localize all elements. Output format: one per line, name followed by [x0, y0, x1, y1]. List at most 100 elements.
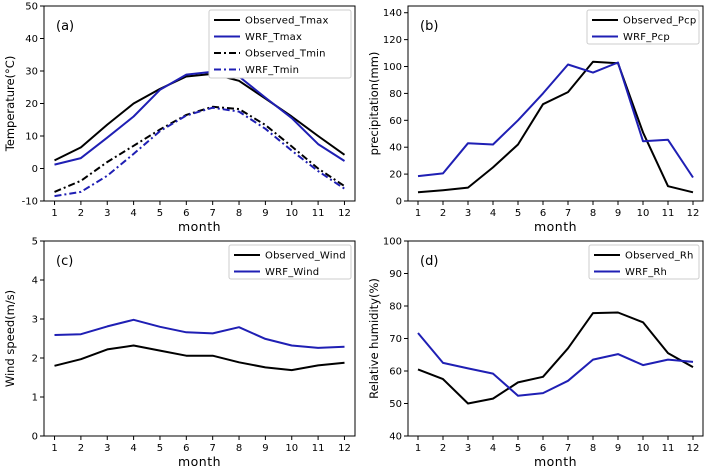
panel-1: 1 2 3 4 5 6 7 8 9 10 11 12-1001020304050monthTemper… [3, 2, 356, 234]
legend-entry: Observed_Wind [265, 251, 346, 262]
x-tick-label: 2 [78, 443, 84, 454]
x-axis-label: month [534, 454, 577, 469]
legend-entry: WRF_Tmax [245, 32, 302, 43]
legend-entry: Observed_Pcp [623, 16, 696, 27]
y-tick-label: 40 [389, 143, 402, 154]
y-tick-label: 40 [25, 34, 38, 45]
legend-entry: WRF_Pcp [623, 32, 670, 43]
legend: Observed_Rh WRF_Rh [588, 244, 700, 280]
y-tick-label: 1 [32, 393, 38, 404]
legend: Observed_Wind WRF_Wind [228, 244, 352, 280]
x-tick-label: 7 [209, 208, 215, 219]
series-line-observed-pcp [417, 60, 694, 194]
y-tick-label: 90 [389, 269, 402, 280]
x-tick-label: 8 [236, 208, 242, 219]
x-tick-label: 11 [662, 443, 675, 454]
x-tick-label: 9 [262, 443, 268, 454]
y-tick-label: 50 [25, 2, 38, 13]
x-tick-label: 4 [130, 208, 136, 219]
x-tick-label: 11 [312, 443, 325, 454]
y-tick-label: 3 [32, 315, 38, 326]
legend-entry: WRF_Rh [625, 267, 667, 278]
y-tick-label: 50 [389, 399, 402, 410]
y-tick-label: 70 [389, 334, 402, 345]
y-tick-label: 4 [32, 276, 38, 287]
panel-label: (c) [56, 254, 73, 269]
x-tick-label: 10 [285, 443, 298, 454]
y-tick-label: 60 [389, 367, 402, 378]
x-tick-label: 2 [440, 443, 446, 454]
series-line-observed-tmax [54, 72, 346, 162]
x-tick-label: 2 [78, 208, 84, 219]
x-tick-label: 7 [209, 443, 215, 454]
x-tick-label: 3 [465, 443, 471, 454]
series-line-wrf-tmin [54, 106, 346, 198]
y-tick-label: 100 [383, 237, 402, 248]
legend-entry: Observed_Tmin [245, 49, 326, 60]
y-tick-label: 10 [25, 132, 38, 143]
y-tick-label: 5 [32, 237, 38, 248]
x-tick-label: 2 [440, 208, 446, 219]
panel-label: (d) [420, 254, 438, 269]
y-tick-label: 20 [389, 170, 402, 181]
x-tick-label: 9 [615, 208, 621, 219]
y-tick-label: 0 [396, 197, 402, 208]
x-axis-label: month [534, 219, 577, 234]
panel-2: 1 2 3 4 5 6 7 8 9 10 11 12020406080100120140monthpr… [367, 5, 704, 234]
legend: Observed_Pcp WRF_Pcp [586, 9, 700, 45]
x-tick-label: 6 [540, 443, 546, 454]
series-line-wrf-wind [54, 318, 345, 349]
x-tick-label: 12 [338, 443, 351, 454]
x-tick-label: 6 [183, 208, 189, 219]
x-tick-label: 4 [490, 208, 496, 219]
x-tick-label: 11 [312, 208, 325, 219]
x-tick-label: 5 [157, 208, 163, 219]
panel-4: 1 2 3 4 5 6 7 8 9 10 11 12405060708090100monthRelat… [367, 237, 704, 469]
legend-entry: Observed_Rh [625, 251, 694, 262]
plot-frame [407, 5, 704, 202]
y-tick-label: 40 [389, 432, 402, 443]
x-tick-label: 10 [637, 443, 650, 454]
series-line-wrf-rh [417, 332, 694, 397]
x-tick-label: 6 [540, 208, 546, 219]
x-axis-label: month [178, 219, 221, 234]
y-tick-label: 140 [383, 8, 402, 19]
x-tick-label: 8 [590, 443, 596, 454]
legend-entry: WRF_Tmin [245, 65, 299, 76]
y-tick-label: 120 [383, 35, 402, 46]
legend: Observed_Tmax WRF_Tmax Observed_Tmin WRF_Tm… [208, 9, 352, 79]
panel-label: (a) [56, 19, 74, 34]
x-tick-label: 5 [515, 443, 521, 454]
x-tick-label: 12 [687, 443, 700, 454]
x-tick-label: 1 [415, 208, 421, 219]
series-line-wrf-pcp [417, 61, 694, 179]
y-tick-label: 80 [389, 302, 402, 313]
y-tick-label: 80 [389, 89, 402, 100]
series-line-wrf-tmax [54, 70, 346, 166]
y-axis-label: Temperature(°C) [3, 56, 17, 153]
legend-entry: WRF_Wind [265, 267, 319, 278]
x-tick-label: 3 [465, 208, 471, 219]
legend-entry: Observed_Tmax [245, 16, 329, 27]
y-tick-label: 0 [32, 164, 38, 175]
x-tick-label: 7 [565, 208, 571, 219]
y-axis-label: Wind speed(m/s) [3, 290, 17, 387]
plot-frame [43, 240, 356, 437]
x-tick-label: 4 [490, 443, 496, 454]
y-tick-label: 60 [389, 116, 402, 127]
x-tick-label: 11 [662, 208, 675, 219]
y-tick-label: 100 [383, 62, 402, 73]
legend-box [208, 9, 352, 79]
y-tick-label: 20 [25, 99, 38, 110]
x-tick-label: 4 [130, 443, 136, 454]
x-tick-label: 10 [637, 208, 650, 219]
x-tick-label: 7 [565, 443, 571, 454]
y-tick-label: -10 [22, 197, 38, 208]
x-tick-label: 3 [104, 208, 110, 219]
x-tick-label: 9 [262, 208, 268, 219]
y-tick-label: 2 [32, 354, 38, 365]
series-line-observed-wind [54, 344, 345, 372]
y-tick-label: 0 [32, 432, 38, 443]
x-tick-label: 5 [515, 208, 521, 219]
